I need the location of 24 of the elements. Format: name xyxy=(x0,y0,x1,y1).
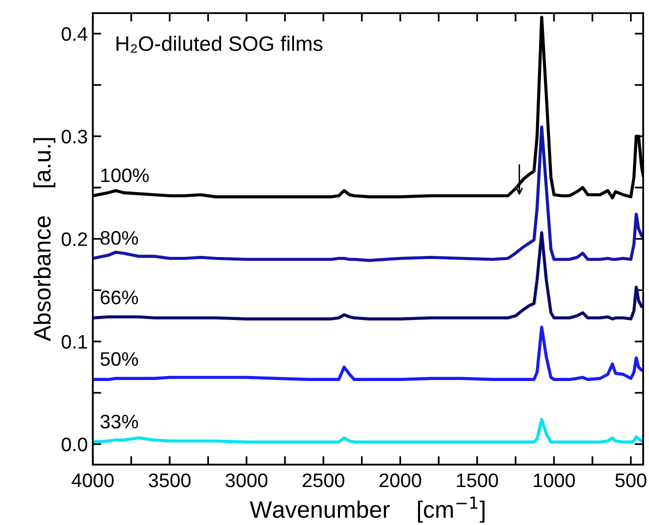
series-label: 80% xyxy=(100,231,138,245)
series-label: 33% xyxy=(100,414,138,428)
y-tick-label: 0.4 xyxy=(62,27,88,41)
x-tick-label: 2000 xyxy=(380,473,422,488)
series-label: 66% xyxy=(100,290,138,304)
line-series xyxy=(92,231,644,320)
x-tick-label: 4000 xyxy=(72,473,114,488)
y-tick-label: 0.0 xyxy=(62,438,88,452)
series-label: 50% xyxy=(100,352,138,366)
series-label: 100% xyxy=(101,168,149,182)
x-tick-label: 1000 xyxy=(534,473,575,488)
text: H₂O-diluted SOG films xyxy=(116,36,322,53)
x-tick-label: 1500 xyxy=(456,473,498,488)
line-series xyxy=(92,326,644,381)
y-tick-label: 0.3 xyxy=(62,130,88,144)
line-series xyxy=(92,125,644,262)
y-tick-label: 0.1 xyxy=(62,334,87,349)
x-tick-label: 500 xyxy=(615,473,646,488)
x-tick-label: 3500 xyxy=(148,473,191,488)
x-axis-title: Wavenumber [cm$^{−1}$] xyxy=(250,496,484,523)
x-tick-label: 3000 xyxy=(226,473,268,488)
y-axis-title: Absorbance [a.u.] xyxy=(33,138,56,342)
y-tick-label: 0.2 xyxy=(62,232,87,246)
x-tick-label: 2500 xyxy=(302,473,344,488)
